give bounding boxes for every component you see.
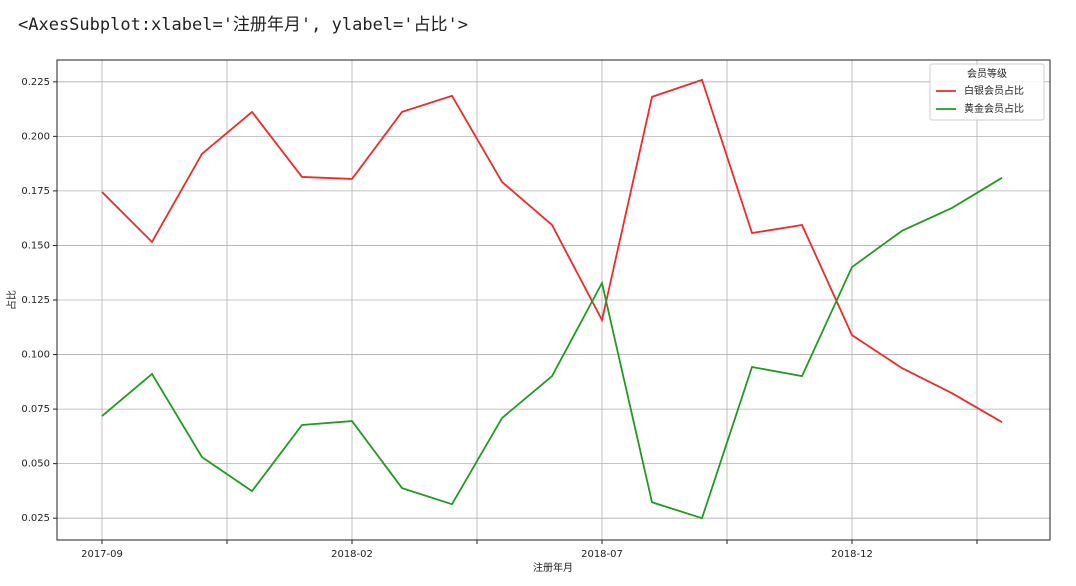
legend-title: 会员等级 (967, 67, 1007, 80)
y-tick-label: 0.200 (21, 131, 50, 142)
legend-box (929, 63, 1045, 121)
y-tick-label: 0.025 (21, 513, 50, 524)
x-tick-label: 2018-07 (581, 549, 623, 560)
legend-label: 黄金会员占比 (964, 102, 1024, 115)
y-axis-label: 占比 (5, 290, 18, 310)
x-tick-label: 2017-09 (81, 549, 123, 560)
y-tick-label: 0.150 (21, 240, 50, 251)
x-axis-label: 注册年月 (533, 561, 573, 574)
plot-frame (56, 59, 1051, 541)
x-tick-label: 2018-12 (831, 549, 873, 560)
y-tick-label: 0.125 (21, 295, 50, 306)
y-tick-label: 0.100 (21, 350, 50, 361)
legend-label: 白银会员占比 (964, 84, 1024, 97)
output-repr: <AxesSubplot:xlabel='注册年月', ylabel='占比'> (18, 15, 468, 35)
y-tick-label: 0.225 (21, 77, 50, 88)
x-tick-label: 2018-02 (331, 549, 373, 560)
y-tick-label: 0.175 (21, 186, 50, 197)
series-line (101, 177, 1003, 520)
y-tick-label: 0.050 (21, 459, 50, 470)
series-line (101, 78, 1003, 423)
y-tick-label: 0.075 (21, 404, 50, 415)
